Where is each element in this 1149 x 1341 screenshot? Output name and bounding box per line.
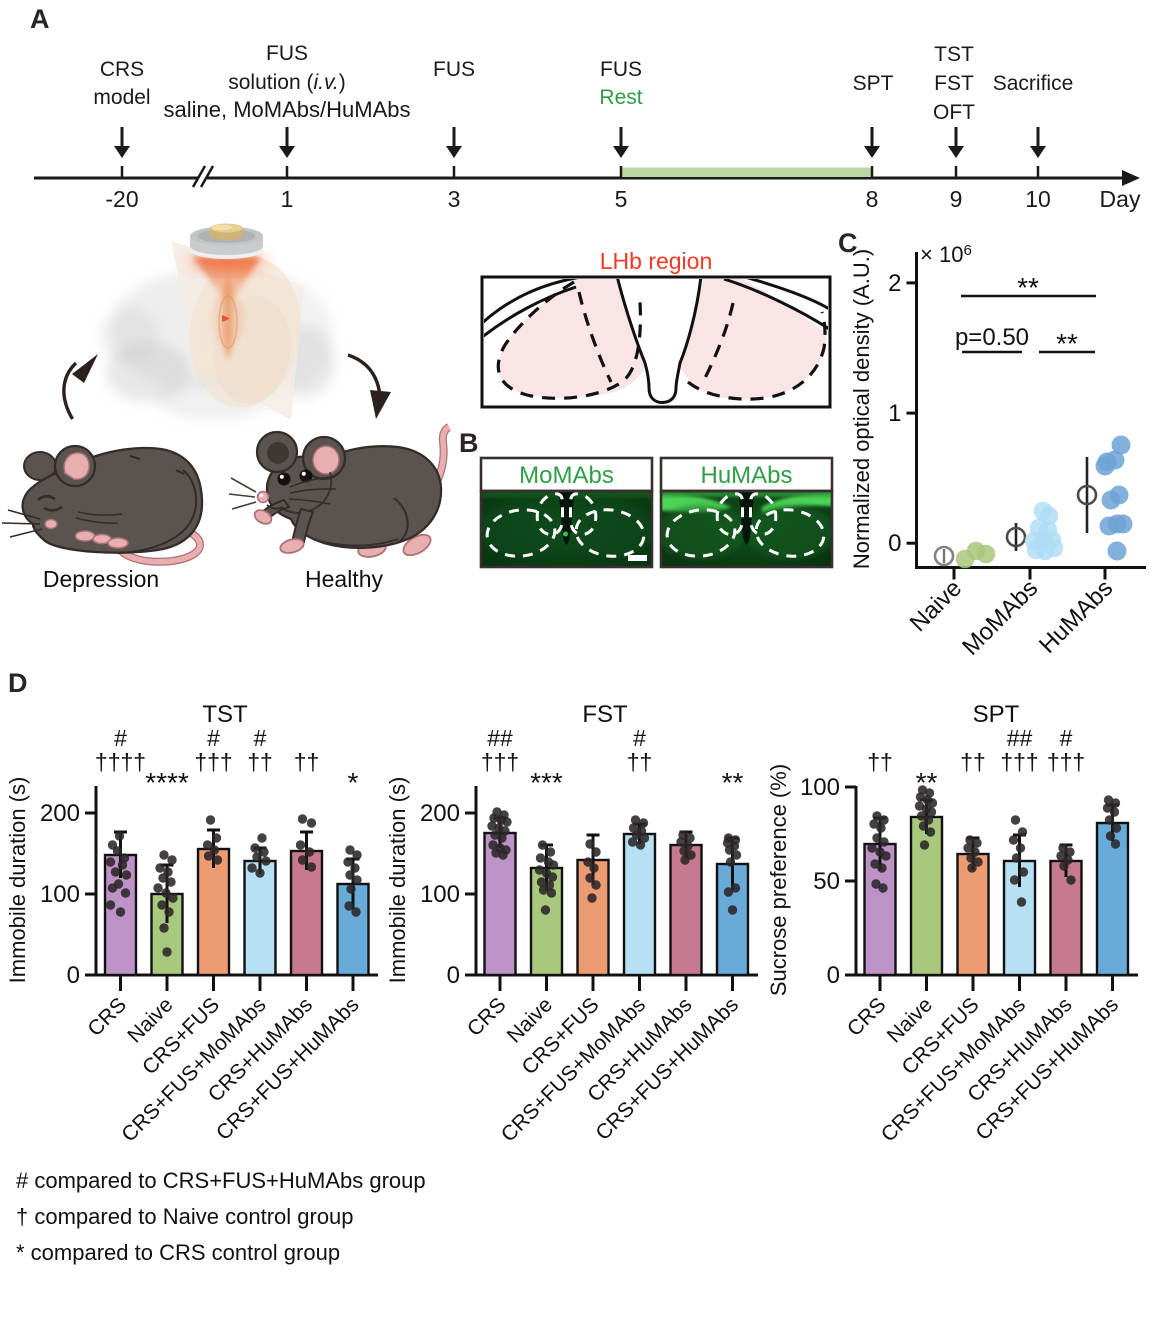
svg-text:#: # — [633, 725, 646, 751]
svg-text:FST: FST — [934, 72, 974, 95]
svg-text:100: 100 — [420, 881, 460, 908]
svg-text:Immobile duration (s): Immobile duration (s) — [385, 777, 410, 984]
svg-text:-20: -20 — [105, 186, 138, 212]
svg-text:saline, MoMAbs/HuMAbs: saline, MoMAbs/HuMAbs — [164, 97, 411, 122]
svg-text:††: †† — [294, 749, 320, 775]
svg-text:††: †† — [627, 749, 653, 775]
svg-text:0: 0 — [447, 962, 460, 989]
svg-text:solution (i.v.): solution (i.v.) — [228, 71, 346, 94]
svg-text:OFT: OFT — [933, 101, 975, 124]
svg-text:MoMAbs: MoMAbs — [519, 462, 614, 489]
svg-text:††††: †††† — [95, 749, 146, 775]
svg-text:3: 3 — [448, 186, 461, 212]
svg-text:CRS: CRS — [83, 993, 131, 1041]
svg-text:SPT: SPT — [853, 72, 894, 95]
svg-text:††: †† — [867, 749, 893, 775]
svg-text:HuMAbs: HuMAbs — [1034, 575, 1118, 659]
svg-text:200: 200 — [40, 800, 80, 827]
svg-text:1: 1 — [888, 400, 901, 427]
svg-text:p=0.50: p=0.50 — [955, 324, 1029, 351]
svg-text:CRS: CRS — [100, 58, 144, 81]
svg-text:LHb region: LHb region — [600, 248, 713, 274]
svg-text:HuMAbs: HuMAbs — [700, 462, 792, 489]
svg-text:0: 0 — [888, 530, 901, 557]
svg-text:**: ** — [916, 767, 938, 798]
svg-text:#: # — [207, 725, 220, 751]
svg-text:##: ## — [1007, 725, 1033, 751]
svg-text:††: †† — [247, 749, 273, 775]
svg-text:D: D — [8, 668, 28, 698]
svg-text:0: 0 — [827, 962, 840, 989]
svg-text:†††: ††† — [1000, 749, 1038, 775]
svg-text:2: 2 — [888, 270, 901, 297]
svg-text:A: A — [30, 4, 50, 34]
svg-text:Immobile duration (s): Immobile duration (s) — [5, 777, 30, 984]
svg-text:1: 1 — [281, 186, 294, 212]
svg-text:****: **** — [145, 767, 189, 798]
svg-text:Rest: Rest — [599, 86, 642, 109]
svg-text:model: model — [93, 86, 150, 109]
svg-text:†††: ††† — [1047, 749, 1085, 775]
svg-text:50: 50 — [813, 868, 840, 895]
svg-text:**: ** — [1017, 272, 1039, 303]
svg-text:0: 0 — [67, 962, 80, 989]
svg-text:††: †† — [960, 749, 986, 775]
svg-text:†††: ††† — [481, 749, 519, 775]
svg-text:9: 9 — [950, 186, 963, 212]
svg-text:##: ## — [487, 725, 513, 751]
svg-text:# compared to CRS+FUS+HuMAbs g: # compared to CRS+FUS+HuMAbs group — [16, 1168, 426, 1193]
svg-text:#: # — [1060, 725, 1073, 751]
svg-text:TST: TST — [202, 701, 248, 728]
svg-text:FST: FST — [582, 701, 628, 728]
svg-text:CRS: CRS — [843, 993, 891, 1041]
svg-text:† compared to Naive control gr: † compared to Naive control group — [16, 1204, 354, 1229]
svg-text:#: # — [254, 725, 267, 751]
svg-text:Sacrifice: Sacrifice — [993, 72, 1074, 95]
svg-text:TST: TST — [934, 43, 974, 66]
svg-text:Naive: Naive — [905, 575, 967, 637]
svg-text:*: * — [348, 767, 359, 798]
svg-text:FUS: FUS — [266, 42, 308, 65]
svg-text:#: # — [114, 725, 127, 751]
svg-text:SPT: SPT — [973, 701, 1020, 728]
svg-text:C: C — [838, 228, 858, 258]
svg-text:Healthy: Healthy — [305, 566, 383, 592]
svg-text:200: 200 — [420, 800, 460, 827]
svg-text:5: 5 — [615, 186, 628, 212]
svg-text:CRS: CRS — [463, 993, 511, 1041]
svg-text:Normalized optical density (A.: Normalized optical density (A.U.) — [849, 249, 874, 569]
svg-text:**: ** — [722, 767, 744, 798]
svg-text:Day: Day — [1100, 186, 1141, 212]
svg-text:100: 100 — [40, 881, 80, 908]
svg-text:***: *** — [530, 767, 563, 798]
svg-text:**: ** — [1056, 328, 1078, 359]
svg-text:× 106: × 106 — [920, 242, 972, 267]
svg-text:10: 10 — [1025, 186, 1051, 212]
svg-text:100: 100 — [800, 774, 840, 801]
svg-text:8: 8 — [866, 186, 879, 212]
svg-text:FUS: FUS — [433, 58, 475, 81]
svg-text:B: B — [459, 428, 479, 458]
svg-text:Sucrose preference (%): Sucrose preference (%) — [766, 764, 791, 996]
svg-text:FUS: FUS — [600, 58, 642, 81]
svg-text:Depression: Depression — [43, 566, 159, 592]
svg-text:MoMAbs: MoMAbs — [957, 575, 1043, 660]
svg-text:* compared to CRS control grou: * compared to CRS control group — [16, 1240, 340, 1265]
svg-text:†††: ††† — [194, 749, 232, 775]
